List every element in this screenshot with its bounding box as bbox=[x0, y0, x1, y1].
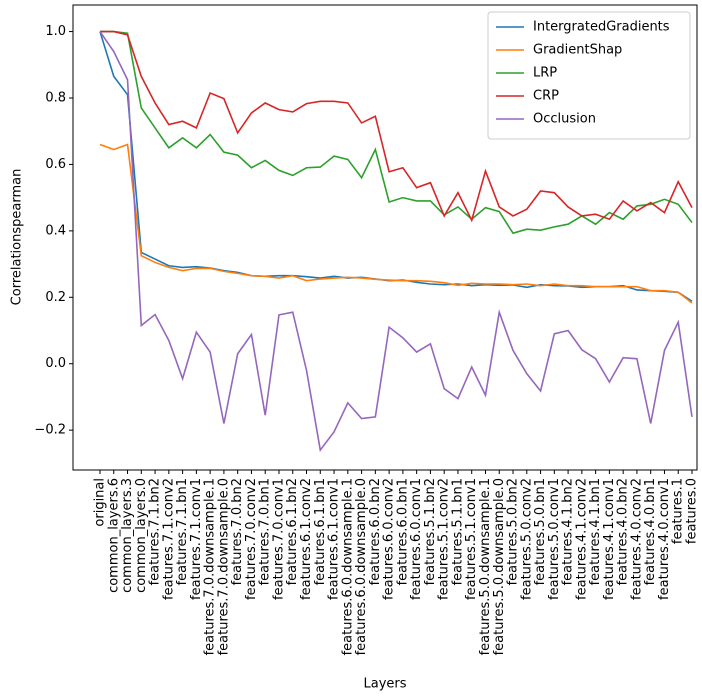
x-tick-label: original bbox=[93, 478, 108, 527]
x-tick-label: features.6.0.downsample.0 bbox=[354, 478, 369, 655]
y-axis-label: Correlationspearman bbox=[10, 169, 25, 306]
y-tick-label: −0.2 bbox=[34, 423, 66, 438]
legend-label: LRP bbox=[533, 66, 557, 81]
x-tick-label: features.5.0.conv2 bbox=[519, 478, 534, 600]
x-tick-label: features.7.0.downsample.0 bbox=[216, 478, 231, 655]
y-tick-label: 0.0 bbox=[45, 356, 66, 371]
x-tick-label: features.5.1.bn2 bbox=[423, 478, 438, 585]
x-tick-label: features.7.0.bn1 bbox=[258, 478, 273, 585]
y-tick-label: 1.0 bbox=[45, 24, 66, 39]
x-tick-label: features.6.0.conv2 bbox=[382, 478, 397, 600]
x-tick-label: features.4.0.bn2 bbox=[616, 478, 631, 585]
x-tick-label: features.5.0.conv1 bbox=[547, 478, 562, 600]
x-tick-label: features.7.0.downsample.1 bbox=[203, 478, 218, 655]
x-tick-label: features.4.1.bn1 bbox=[588, 478, 603, 585]
x-tick-label: features.0 bbox=[685, 478, 700, 544]
series-line bbox=[99, 143, 693, 304]
y-tick-label: 0.8 bbox=[45, 91, 66, 106]
legend-label: IntergratedGradients bbox=[533, 20, 670, 35]
legend-label: GradientShap bbox=[533, 43, 622, 58]
x-tick-label: common_layers.3 bbox=[120, 478, 135, 593]
series-line bbox=[100, 30, 693, 235]
x-tick-label: features.5.0.downsample.1 bbox=[478, 478, 493, 655]
x-tick-label: features.7.0.conv1 bbox=[271, 478, 286, 600]
y-tick-label: 0.4 bbox=[45, 223, 66, 238]
x-axis-label: Layers bbox=[363, 677, 406, 692]
x-tick-label: features.4.0.conv1 bbox=[657, 478, 672, 600]
x-tick-label: features.6.1.conv1 bbox=[327, 478, 342, 600]
series-line bbox=[99, 31, 693, 453]
series-line bbox=[100, 30, 693, 223]
x-tick-label: features.4.1.conv2 bbox=[574, 478, 589, 600]
x-tick-label: features.7.0.bn2 bbox=[230, 478, 245, 585]
y-tick-label: 0.6 bbox=[45, 157, 66, 172]
x-tick-label: features.7.1.conv1 bbox=[189, 478, 204, 600]
x-tick-label: common_layers.6 bbox=[106, 478, 121, 593]
x-tick-label: features.4.1.bn2 bbox=[561, 478, 576, 585]
legend: IntergratedGradients GradientShap LRP CRP Oc… bbox=[487, 11, 691, 140]
x-tick-label: features.6.0.conv1 bbox=[409, 478, 424, 600]
x-tick-label: features.4.0.conv2 bbox=[629, 478, 644, 600]
legend-label: Occlusion bbox=[533, 112, 596, 127]
x-tick-label: features.7.1.bn1 bbox=[175, 478, 190, 585]
x-tick-label: features.7.0.conv2 bbox=[244, 478, 259, 600]
legend-label: CRP bbox=[533, 89, 559, 104]
x-tick-label: features.6.1.bn2 bbox=[285, 478, 300, 585]
x-tick-label: features.4.1.conv1 bbox=[602, 478, 617, 600]
x-tick-label: features.6.0.bn1 bbox=[395, 478, 410, 585]
x-tick-label: features.6.0.bn2 bbox=[368, 478, 383, 585]
plot-frame bbox=[72, 4, 698, 471]
x-tick-label: features.7.1.conv2 bbox=[161, 478, 176, 600]
x-tick-label: features.6.1.bn1 bbox=[313, 478, 328, 585]
x-tick-label: features.5.1.conv1 bbox=[464, 478, 479, 600]
x-tick-label: features.5.0.downsample.0 bbox=[492, 478, 507, 655]
x-tick-label: features.4.0.bn1 bbox=[643, 478, 658, 585]
x-tick-label: features.5.1.conv2 bbox=[437, 478, 452, 600]
x-tick-label: features.7.1.bn2 bbox=[148, 478, 163, 585]
x-tick-label: features.5.1.bn1 bbox=[450, 478, 465, 585]
y-tick-label: 0.2 bbox=[45, 290, 66, 305]
legend-box bbox=[487, 11, 691, 140]
x-tick-label: features.5.0.bn1 bbox=[533, 478, 548, 585]
x-tick-label: features.6.1.conv2 bbox=[299, 478, 314, 600]
x-tick-label: features.1 bbox=[671, 478, 686, 544]
x-tick-label: common_layers.0 bbox=[134, 478, 149, 593]
x-tick-label: features.6.0.downsample.1 bbox=[340, 478, 355, 655]
x-tick-label: features.5.0.bn2 bbox=[506, 478, 521, 585]
